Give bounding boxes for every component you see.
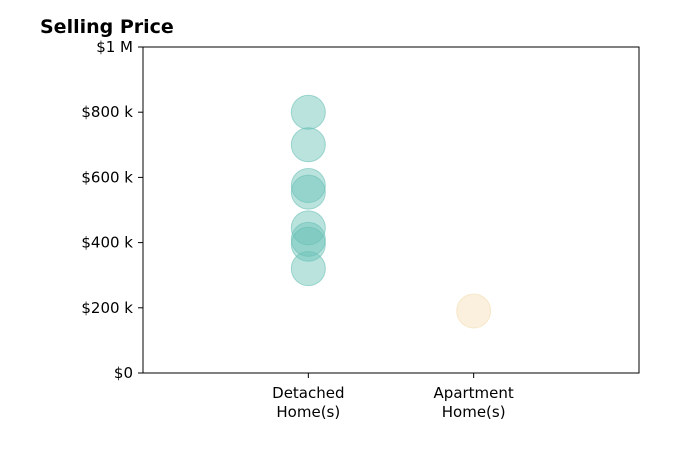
x-tick-label: Apartment Home(s)	[434, 384, 514, 421]
data-point	[290, 251, 326, 287]
data-point	[290, 174, 326, 210]
data-point	[290, 127, 326, 163]
y-tick-label: $200 k	[81, 299, 133, 317]
plot-frame	[142, 46, 640, 374]
data-points	[290, 94, 492, 329]
y-axis: $0 $200 k $400 k $600 k $800 k $1 M	[81, 38, 143, 382]
chart-title: Selling Price	[40, 16, 174, 38]
x-tick-label: Detached Home(s)	[272, 384, 344, 421]
y-tick-label: $1 M	[96, 38, 133, 56]
x-axis: Detached Home(s) Apartment Home(s)	[272, 373, 514, 421]
y-tick-label: $0	[114, 364, 133, 382]
data-point	[290, 210, 326, 246]
data-point	[290, 226, 326, 262]
data-point	[290, 221, 326, 257]
y-tick-label: $600 k	[81, 168, 133, 186]
data-point	[290, 94, 326, 130]
y-tick-label: $400 k	[81, 234, 133, 252]
data-point	[456, 293, 492, 329]
y-tick-label: $800 k	[81, 103, 133, 121]
